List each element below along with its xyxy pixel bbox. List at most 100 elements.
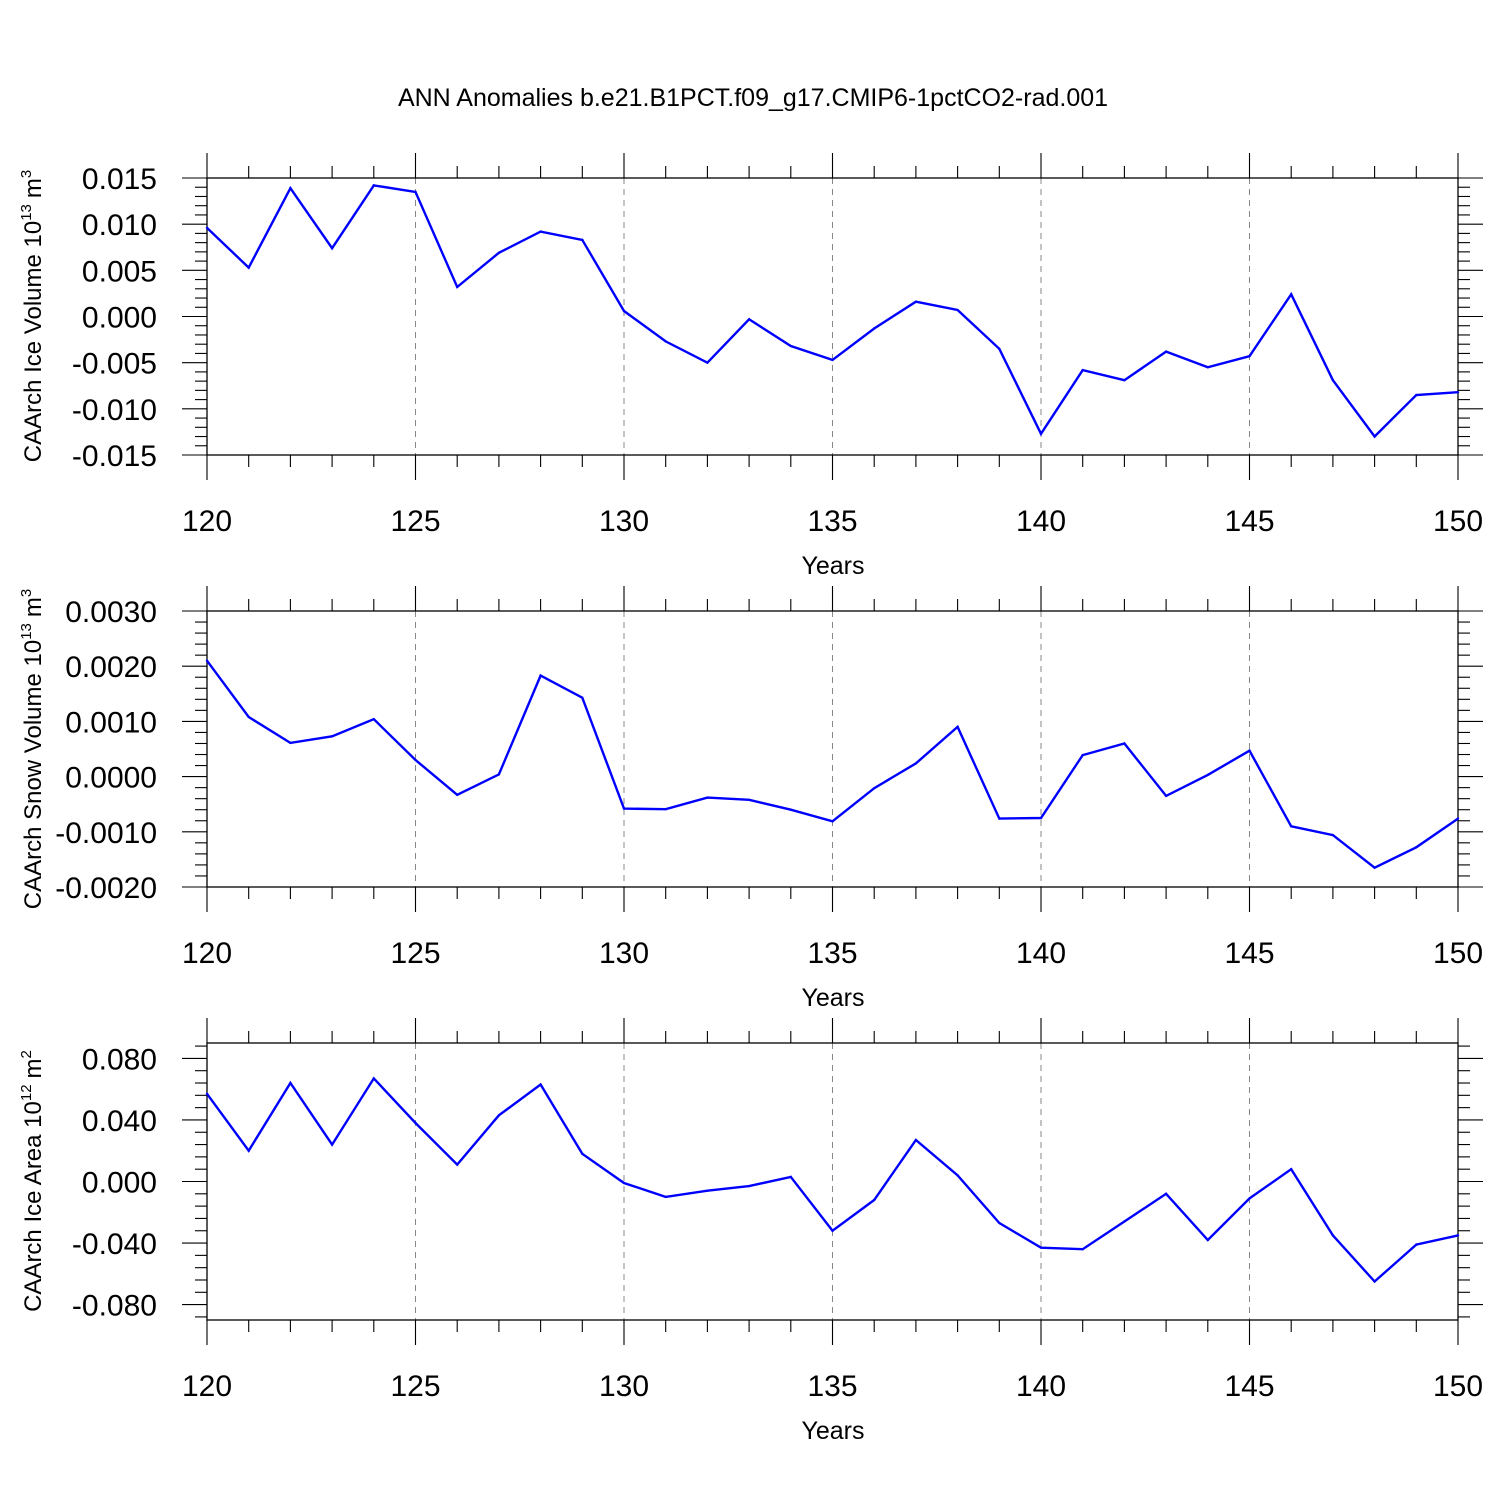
y-axis-label-main: CAArch Snow Volume 10 [20,640,47,909]
data-point [497,1114,501,1117]
data-point [1415,393,1418,397]
data-point [1206,773,1210,777]
y-tick-label: 0.0020 [65,651,157,684]
data-point [706,796,709,799]
y-axis-label-main: CAArch Ice Area 10 [20,1101,47,1312]
data-point [1290,825,1293,828]
data-point [372,717,375,721]
data-point [539,230,542,233]
y-tick-label: -0.015 [72,440,157,473]
x-axis-label: Years [801,552,864,580]
data-point [789,1175,792,1179]
data-point [873,786,876,790]
data-point [1164,350,1168,353]
data-point [1039,1246,1043,1249]
data-point [247,266,250,269]
x-tick-label: 120 [182,505,232,538]
y-tick-label: 0.040 [82,1105,157,1138]
data-point [581,1152,584,1156]
x-tick-label: 125 [390,937,440,970]
x-tick-label: 135 [807,505,857,538]
y-tick-label: 0.080 [82,1043,157,1076]
data-point [497,773,501,776]
y-axis-label-exponent: 12 [18,1084,35,1101]
data-point [456,1163,459,1166]
data-point [1331,379,1335,382]
data-point [205,659,209,662]
data-point [956,308,959,312]
y-axis-label-unit-exponent: 2 [18,1050,35,1058]
data-point [205,1092,209,1095]
x-tick-label: 120 [182,937,232,970]
panel-2: 120 125 130 135 140 145 150 0.0030 0.0020 0.0010 0… [18,586,1483,1012]
data-point [456,793,459,797]
data-point [289,741,292,745]
data-point [1248,749,1251,752]
data-point [1123,742,1126,745]
data-point [956,1174,959,1177]
x-tick-label: 140 [1016,937,1066,970]
y-tick-label: 0.015 [82,163,157,196]
data-point [1039,432,1043,435]
y-tick-label: -0.005 [72,348,157,381]
y-axis-label-unit-exponent: 3 [18,589,35,597]
data-point [1373,1280,1376,1283]
y-tick-label: -0.0020 [55,872,157,905]
y-tick-label: -0.040 [72,1228,157,1261]
panel-1: 120 125 130 135 140 145 150 0.015 0.010 0.005 0.00… [18,153,1483,580]
y-axis-label: CAArch Snow Volume 1013 m3 [18,589,47,910]
y-axis-label-unit-exponent: 3 [18,170,35,178]
data-point [1123,379,1126,382]
data-point [1456,817,1460,820]
x-tick-label: 140 [1016,1370,1066,1403]
data-point [998,347,1001,351]
y-axis-label-unit: m [20,178,47,198]
x-tick-label: 150 [1433,505,1483,538]
data-point [706,1189,709,1192]
x-tick-label: 135 [807,937,857,970]
y-axis-label-main: CAArch Ice Volume 10 [20,221,47,462]
data-point [330,735,334,738]
x-tick-label: 150 [1433,1370,1483,1403]
y-tick-label: -0.080 [72,1290,157,1323]
data-point [414,190,417,194]
y-tick-label: 0.010 [82,209,157,242]
data-point [998,1221,1001,1225]
data-point [205,226,209,230]
x-axis-label: Years [801,984,864,1012]
x-tick-label: 125 [390,505,440,538]
x-tick-label: 145 [1224,505,1274,538]
data-point [414,758,417,762]
data-point [956,725,959,729]
data-point [1039,816,1043,820]
data-point [1164,1192,1168,1196]
data-point [289,186,292,190]
y-tick-label: 0.005 [82,255,157,288]
data-point [747,1184,751,1188]
y-axis-label-unit: m [20,597,47,617]
data-point [1331,1234,1335,1237]
data-point [831,1229,834,1232]
data-point [1248,355,1251,358]
x-tick-label: 135 [807,1370,857,1403]
data-point [747,798,751,801]
x-axis-label: Years [801,1417,864,1445]
x-tick-label: 150 [1433,937,1483,970]
figure-title: ANN Anomalies b.e21.B1PCT.f09_g17.CMIP6-… [398,84,1108,112]
y-axis-label: CAArch Ice Area 1012 m2 [18,1050,47,1312]
y-tick-label: 0.000 [82,302,157,335]
x-tick-label: 130 [599,505,649,538]
data-point [1373,435,1376,438]
data-point [622,1181,626,1185]
data-point [1456,391,1460,394]
data-point [539,674,542,677]
data-point [581,696,584,699]
data-point [289,1081,292,1085]
y-axis-label: CAArch Ice Volume 1013 m3 [18,170,47,462]
y-tick-label: 0.0030 [65,596,157,629]
data-point [1123,1220,1126,1223]
data-point [873,1198,876,1202]
y-tick-label: 0.0000 [65,762,157,795]
x-tick-label: 145 [1224,937,1274,970]
